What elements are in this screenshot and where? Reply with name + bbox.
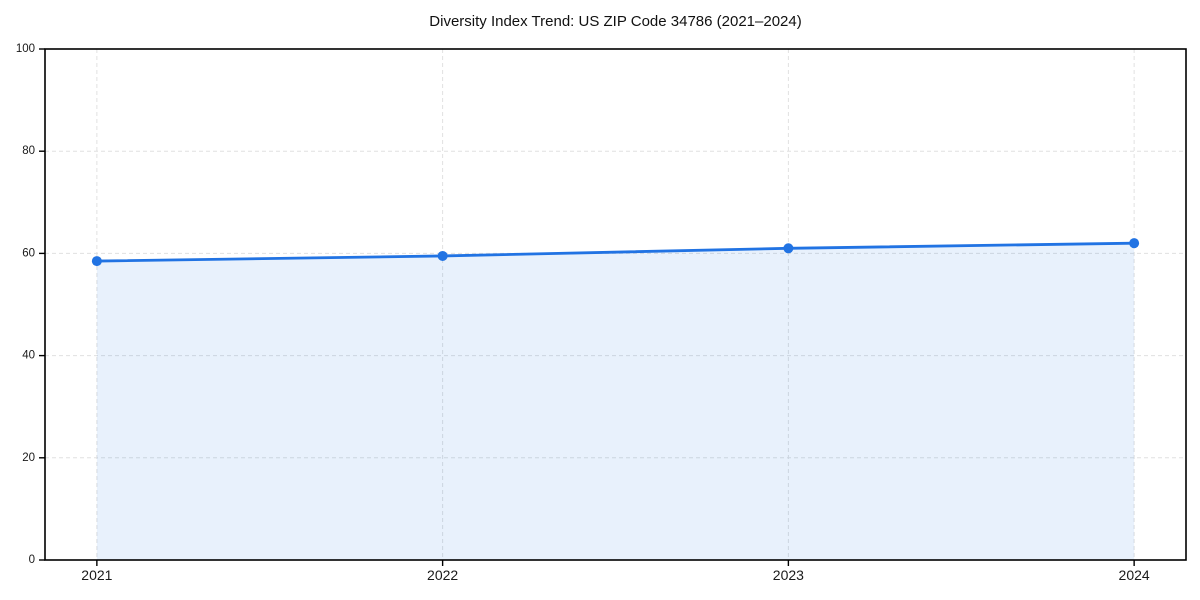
y-tick-label: 60 bbox=[22, 247, 35, 259]
data-point-2022 bbox=[437, 250, 448, 261]
y-tick-label: 40 bbox=[22, 350, 35, 362]
y-tick-label: 0 bbox=[29, 554, 35, 566]
trend-line bbox=[95, 241, 1136, 263]
y-tick-label: 100 bbox=[16, 43, 35, 55]
area-fill bbox=[96, 243, 1135, 560]
x-tick-label: 2024 bbox=[1119, 567, 1150, 583]
x-tick-label: 2023 bbox=[773, 567, 804, 583]
x-tick-label: 2022 bbox=[427, 567, 458, 583]
chart-title: Diversity Index Trend: US ZIP Code 34786… bbox=[429, 13, 802, 30]
data-point-2021 bbox=[91, 256, 102, 267]
y-tick-label: 80 bbox=[22, 145, 35, 157]
data-point-2024 bbox=[1129, 238, 1140, 249]
plot-border bbox=[44, 48, 1187, 561]
x-tick-label: 2021 bbox=[81, 567, 112, 583]
y-tick-label: 20 bbox=[22, 452, 35, 464]
data-point-2023 bbox=[783, 243, 794, 254]
